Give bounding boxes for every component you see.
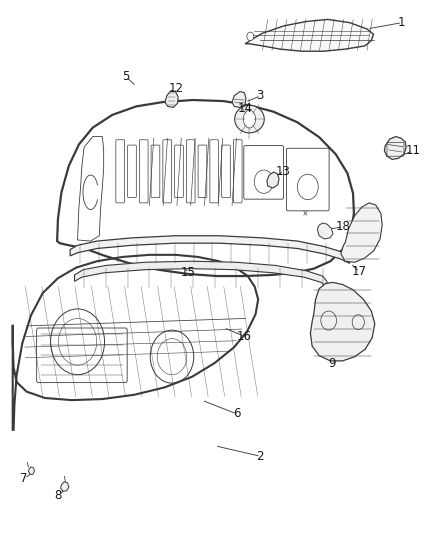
Text: 6: 6 xyxy=(233,407,240,421)
Text: 15: 15 xyxy=(181,266,196,279)
Polygon shape xyxy=(385,136,406,159)
Polygon shape xyxy=(235,106,264,133)
Polygon shape xyxy=(341,203,382,262)
Polygon shape xyxy=(165,91,178,108)
Polygon shape xyxy=(311,282,375,361)
Circle shape xyxy=(247,32,254,41)
Text: 1: 1 xyxy=(398,16,406,29)
Text: 9: 9 xyxy=(328,357,336,369)
Polygon shape xyxy=(60,482,69,491)
Polygon shape xyxy=(244,110,255,128)
Polygon shape xyxy=(318,223,333,239)
Text: 16: 16 xyxy=(237,330,252,343)
Text: 5: 5 xyxy=(122,70,129,83)
Polygon shape xyxy=(28,467,35,474)
Text: 12: 12 xyxy=(169,82,184,95)
Polygon shape xyxy=(70,236,350,263)
Text: 17: 17 xyxy=(352,265,367,278)
Polygon shape xyxy=(267,172,279,188)
Text: 11: 11 xyxy=(405,144,420,157)
Text: 7: 7 xyxy=(20,472,28,485)
Text: 13: 13 xyxy=(276,165,291,177)
Text: 8: 8 xyxy=(54,489,62,502)
Text: 14: 14 xyxy=(237,102,253,115)
Text: 18: 18 xyxy=(336,220,350,233)
Polygon shape xyxy=(232,92,246,108)
Text: 2: 2 xyxy=(257,450,264,463)
Polygon shape xyxy=(245,19,374,51)
Polygon shape xyxy=(74,261,327,288)
Text: 3: 3 xyxy=(257,89,264,102)
